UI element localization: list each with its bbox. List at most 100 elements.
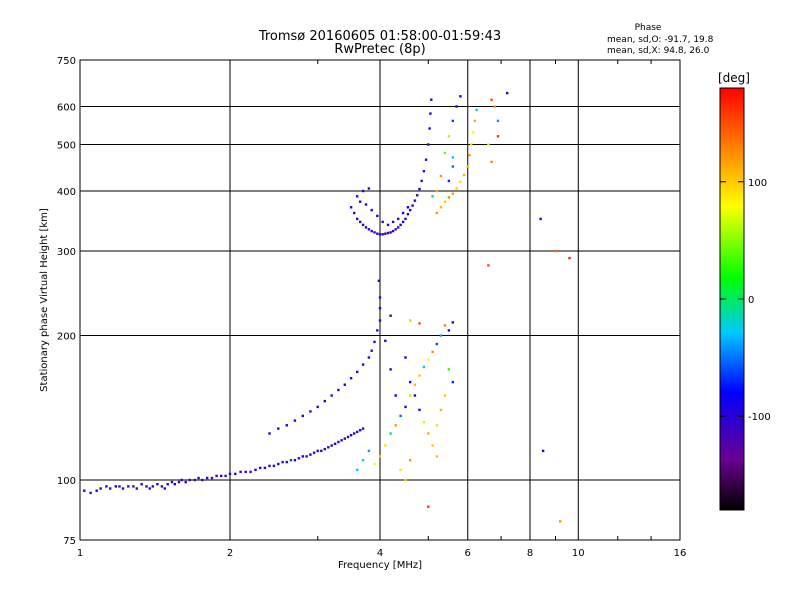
data-points: [83, 91, 571, 523]
phase-stats-o: mean, sd,O: -91.7, 19.8: [607, 35, 714, 45]
data-point: [343, 437, 346, 440]
data-point: [323, 447, 326, 451]
data-point: [184, 480, 187, 484]
data-point: [493, 105, 496, 108]
data-point: [234, 472, 237, 476]
data-point: [394, 228, 397, 231]
data-point: [364, 203, 368, 206]
y-axis-ticks: 75 100 200 300 400 500 600 750: [57, 56, 76, 547]
data-point: [188, 478, 191, 482]
x-tick-label: 10: [572, 548, 585, 559]
data-point: [435, 455, 438, 458]
data-point: [268, 432, 271, 435]
data-point: [435, 211, 438, 215]
data-point: [361, 189, 365, 193]
data-point: [539, 217, 542, 221]
data-point: [496, 119, 500, 123]
data-point: [285, 460, 288, 464]
data-point: [320, 449, 323, 453]
chart-subtitle: RwPretec (8p): [334, 42, 425, 57]
y-tick-label: 200: [57, 332, 76, 343]
data-point: [490, 98, 493, 101]
data-point: [376, 214, 379, 218]
data-point: [378, 455, 382, 458]
data-point: [309, 410, 312, 413]
data-point: [391, 229, 395, 233]
data-point: [401, 220, 405, 224]
data-point: [359, 200, 362, 203]
data-point: [404, 478, 407, 482]
data-point: [422, 365, 426, 369]
data-point: [435, 424, 438, 427]
data-point: [399, 414, 402, 418]
phase-stats-x: mean, sd,X: 94.8, 26.0: [607, 46, 710, 56]
data-point: [364, 226, 368, 229]
data-point: [361, 427, 365, 430]
data-point: [443, 394, 447, 397]
data-point: [435, 342, 438, 346]
data-point: [420, 179, 423, 183]
data-point: [361, 459, 365, 462]
data-point: [397, 226, 400, 229]
data-point: [470, 143, 473, 146]
data-point: [356, 430, 359, 434]
data-point: [439, 206, 443, 209]
data-point: [447, 179, 451, 183]
y-tick-label: 400: [57, 187, 76, 198]
colorbar-tick-label: 0: [748, 295, 754, 306]
data-point: [413, 199, 417, 202]
data-point: [373, 340, 376, 344]
data-point: [356, 217, 359, 221]
data-point: [411, 204, 414, 207]
data-point: [349, 434, 353, 437]
colorbar-ticks: 100 0 -100: [720, 178, 771, 423]
data-point: [356, 370, 359, 374]
data-point: [210, 476, 214, 480]
data-point: [418, 374, 421, 377]
data-point: [404, 217, 407, 221]
data-point: [359, 220, 362, 224]
x-tick-label: 2: [227, 548, 233, 559]
data-point: [293, 419, 297, 422]
data-point: [384, 232, 387, 235]
data-point: [301, 455, 304, 458]
data-point: [254, 468, 257, 472]
data-point: [496, 135, 500, 138]
data-point: [293, 459, 297, 462]
data-point: [244, 470, 247, 474]
data-point: [359, 429, 362, 432]
data-point: [197, 476, 200, 480]
data-point: [451, 156, 454, 159]
data-point: [121, 487, 125, 490]
y-axis-label: Stationary phase Virtual Height [km]: [39, 208, 50, 392]
data-point: [140, 483, 143, 486]
x-axis-ticks: 1 2 4 6 8 10 16: [77, 60, 686, 559]
colorbar-tick-label: -100: [748, 412, 771, 423]
data-point: [416, 194, 419, 197]
data-point: [353, 211, 356, 215]
data-point: [309, 453, 312, 456]
data-point: [424, 158, 428, 161]
data-point: [409, 319, 412, 322]
data-point: [389, 231, 392, 234]
data-point: [378, 233, 382, 236]
data-point: [475, 108, 478, 112]
colorbar-label: [deg]: [718, 71, 750, 85]
data-point: [180, 478, 183, 482]
data-point: [429, 112, 432, 115]
data-point: [330, 394, 333, 397]
data-point: [353, 432, 356, 435]
data-point: [118, 485, 121, 488]
data-point: [340, 439, 343, 442]
data-point: [330, 444, 333, 447]
data-point: [272, 464, 276, 468]
data-point: [135, 487, 138, 490]
data-point: [447, 135, 451, 138]
data-point: [83, 489, 86, 492]
data-point: [462, 173, 466, 177]
data-point: [105, 485, 108, 488]
data-point: [337, 440, 340, 444]
data-point: [220, 474, 223, 478]
data-point: [439, 334, 443, 337]
data-point: [343, 383, 346, 386]
